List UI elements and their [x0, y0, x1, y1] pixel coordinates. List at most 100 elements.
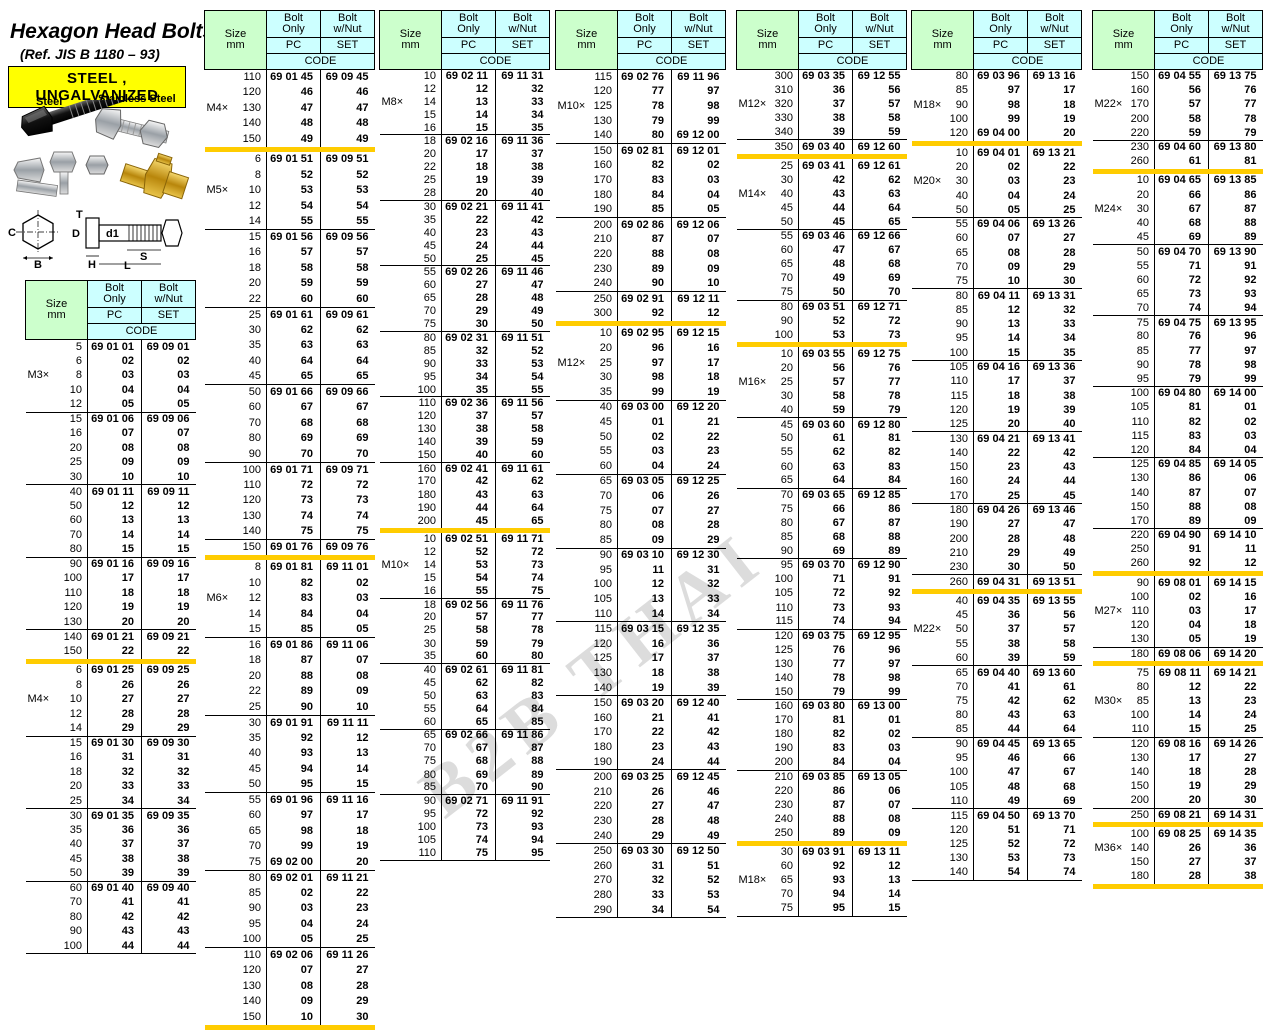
bolt-only-code-cell: 98	[266, 823, 321, 839]
bolt-wnut-code-cell: 89	[531, 768, 544, 781]
size-cell: 70	[204, 415, 267, 431]
table-row: 300 69 03 35 69 12 55	[736, 69, 907, 84]
table-row: 55 71 91	[1092, 258, 1263, 274]
size-cell: 75	[379, 318, 442, 332]
bolt-wnut-code-cell: 69 11 71	[501, 532, 544, 545]
table-row: 12 54 54	[204, 198, 375, 214]
table-row: 110 14 34	[555, 607, 726, 623]
size-cell: M4× 10	[25, 692, 88, 707]
table-row: 16 55 75	[379, 585, 550, 599]
bolt-wnut-code-cell: 64	[356, 354, 369, 367]
bolt-wnut-header: Bolt w/Nut	[1027, 10, 1082, 38]
bolt-only-code-cell: 20	[87, 615, 142, 630]
table-row: 80 69 02 01 69 11 21	[204, 870, 375, 886]
table-row: 40 37 37	[25, 837, 196, 852]
bolt-only-code-cell: 69 02 00	[266, 854, 321, 871]
bolt-only-code-cell: 43	[441, 488, 496, 502]
bolt-wnut-code-cell: 64	[531, 501, 544, 514]
table-row: 130 18 38	[555, 666, 726, 682]
size-cell: 18	[204, 653, 267, 669]
family-separator-row	[379, 527, 550, 533]
table-row: 280 33 53	[555, 888, 726, 904]
size-cell: 80	[911, 288, 974, 304]
table-row: 85 68 88	[736, 530, 907, 545]
size-cell: 85	[1092, 344, 1155, 359]
bolt-wnut-code-cell: 33	[177, 780, 190, 793]
bolt-wnut-code-cell: 69 11 26	[326, 949, 369, 961]
table-row: 80 69 02 31 69 11 51	[379, 331, 550, 345]
catalog-column-6: Size mm Bolt Only Bolt w/Nut PC SET CODE 80 69 03 …	[911, 10, 1082, 881]
bolt-only-code-cell: 68	[266, 415, 321, 431]
size-cell: 6	[204, 152, 267, 168]
size-cell: 140	[555, 128, 618, 144]
bolt-wnut-code-cell: 69 14 21	[1213, 666, 1257, 679]
size-cell: 115	[1092, 429, 1155, 444]
bolt-only-code-cell: 69 08 21	[1154, 808, 1209, 823]
bolt-wnut-code-cell: 97	[888, 657, 901, 670]
bolt-only-code-cell: 12	[617, 577, 672, 593]
bolt-wnut-code-cell: 69 14 35	[1213, 827, 1257, 840]
size-cell: 105	[379, 833, 442, 848]
size-cell: M36× 140	[1092, 841, 1155, 856]
table-row: 190 44 64	[379, 501, 550, 515]
table-row: 100 69 08 25 69 14 35	[1092, 827, 1263, 842]
size-cell: 80	[1092, 680, 1155, 695]
header-row: Size mm Bolt Only Bolt w/Nut	[1092, 10, 1263, 70]
bolt-wnut-code-cell: 70	[852, 285, 907, 301]
bolt-only-code-cell: 69 01 81	[266, 560, 321, 576]
table-row: 90 69 01 16 69 09 16	[25, 557, 196, 572]
size-cell: 210	[736, 770, 799, 785]
size-cell: 180	[736, 727, 799, 742]
table-row: 35 36 36	[25, 823, 196, 838]
dim-label-c: C	[8, 227, 16, 239]
yellow-separator	[1092, 822, 1263, 828]
bolt-only-code-cell: 79	[1154, 372, 1209, 388]
table-row: M24× 30 67 87	[1092, 202, 1263, 217]
table-row: M6× 12 83 03	[204, 591, 375, 607]
table-row: 160 21 41	[555, 710, 726, 726]
size-cell: 70	[555, 488, 618, 504]
size-cell: 160	[736, 699, 799, 714]
bolt-only-code-cell: 98	[973, 98, 1028, 113]
table-row: 10 69 02 51 69 11 71	[379, 532, 550, 546]
bolt-wnut-code-cell: 73	[531, 559, 544, 572]
bolt-wnut-code-cell: 09	[177, 456, 190, 469]
bolt-wnut-code-cell: 69 09 16	[146, 558, 190, 570]
table-row: 16 57 57	[204, 245, 375, 261]
bolt-wnut-code-cell: 67	[356, 401, 369, 414]
table-row: 200 20 30	[1092, 793, 1263, 809]
bolt-wnut-code-cell: 36	[707, 637, 720, 650]
bolt-wnut-code-cell: 72	[531, 545, 544, 558]
table-row: 20 17 37	[379, 148, 550, 162]
bolt-wnut-code-cell: 69 13 36	[1032, 361, 1076, 374]
bolt-wnut-code-cell: 48	[531, 292, 544, 305]
table-row: 65 69 04 40 69 13 60	[911, 665, 1082, 680]
bolt-only-code-cell: 12	[441, 82, 496, 96]
family-separator-row	[911, 589, 1082, 595]
bolt-only-code-cell: 47	[973, 765, 1028, 781]
table-row: 95 79 99	[1092, 372, 1263, 388]
yellow-separator	[1092, 884, 1263, 889]
bolt-only-code-cell: 68	[798, 530, 853, 545]
size-cell: 50	[736, 215, 799, 231]
bolt-wnut-code-cell: 69 11 76	[501, 598, 544, 611]
bolt-only-code-cell: 09	[266, 994, 321, 1010]
table-row: 30 69 02 21 69 11 41	[379, 200, 550, 214]
thread-size-prefix: M4×	[27, 693, 50, 706]
bolt-wnut-code-cell: 81	[1244, 155, 1257, 168]
bolt-wnut-code-cell: 10	[320, 699, 375, 716]
bolt-only-code-cell: 42	[441, 475, 496, 489]
table-row: M22× 50 37 57	[911, 622, 1082, 638]
bolt-only-code-cell: 17	[617, 651, 672, 667]
table-row: 105 69 04 16 69 13 36	[911, 360, 1082, 375]
bolt-wnut-header: Bolt w/Nut	[320, 10, 375, 38]
table-row: M3× 8 03 03	[25, 368, 196, 383]
size-cell: 130	[25, 615, 88, 630]
table-row: M27× 110 03 17	[1092, 604, 1263, 619]
bolt-wnut-code-cell: 42	[707, 726, 720, 739]
table-row: 230 30 50	[911, 560, 1082, 576]
bolt-wnut-code-cell: 57	[531, 409, 544, 422]
bolt-wnut-code-cell: 69 12 11	[677, 292, 720, 305]
bolt-wnut-code-cell: 69 12 61	[857, 159, 901, 172]
bolt-only-code-cell: 18	[617, 666, 672, 682]
